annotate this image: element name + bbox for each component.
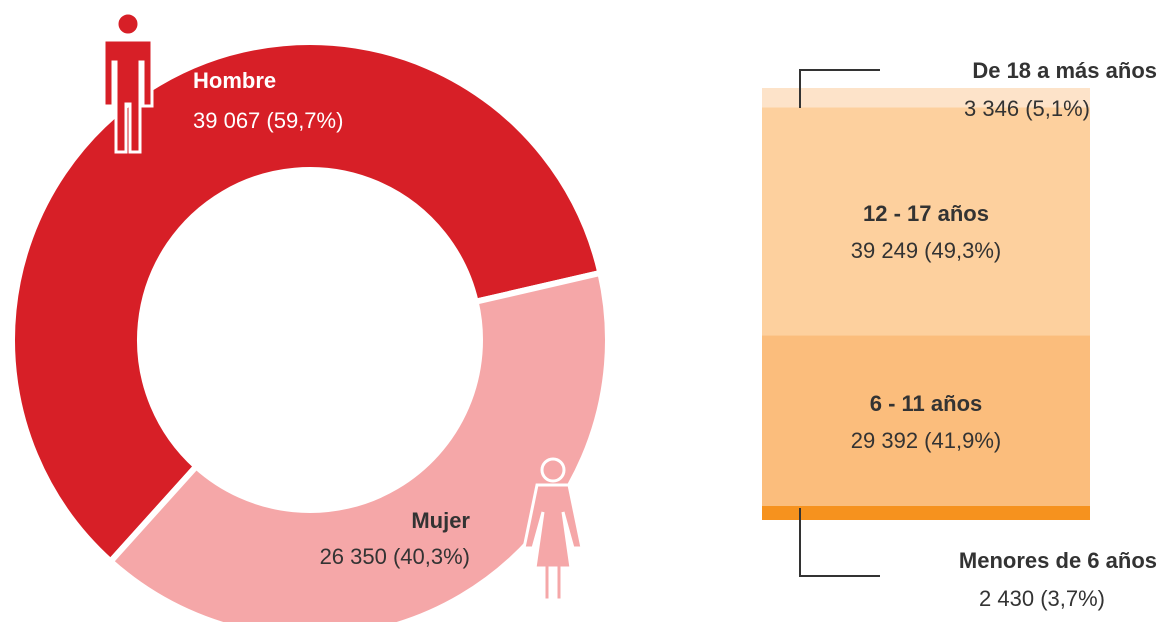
donut-segment	[106, 269, 611, 622]
segment-label: 12 - 17 años	[863, 201, 989, 226]
segment-label: Menores de 6 años	[959, 548, 1157, 573]
donut-chart: Hombre 39 067 (59,7%) Mujer 26 350 (40,3%)	[9, 39, 611, 622]
segment-label: Mujer	[411, 508, 470, 533]
segment-value-label: 3 346 (5,1%)	[964, 96, 1090, 121]
segment-value-label: 26 350 (40,3%)	[320, 544, 470, 569]
bar-segment	[762, 88, 1090, 108]
segment-label: 6 - 11 años	[870, 391, 983, 416]
segment-value-label: 39 249 (49,3%)	[851, 238, 1001, 263]
stacked-bar-chart: De 18 a más años 3 346 (5,1%) 12 - 17 años…	[762, 58, 1157, 611]
segment-value-label: 39 067 (59,7%)	[193, 108, 343, 133]
segment-value-label: 2 430 (3,7%)	[979, 586, 1105, 611]
leader-lines	[799, 69, 880, 577]
woman-icon	[522, 457, 584, 602]
segment-value-label: 29 392 (41,9%)	[851, 428, 1001, 453]
bar-segment	[762, 505, 1090, 520]
segment-label: De 18 a más años	[972, 58, 1157, 83]
donut-segment	[9, 39, 604, 566]
segment-label: Hombre	[193, 68, 276, 93]
man-icon	[102, 11, 154, 154]
bar-segment	[762, 335, 1090, 506]
bar-segment	[762, 107, 1090, 336]
